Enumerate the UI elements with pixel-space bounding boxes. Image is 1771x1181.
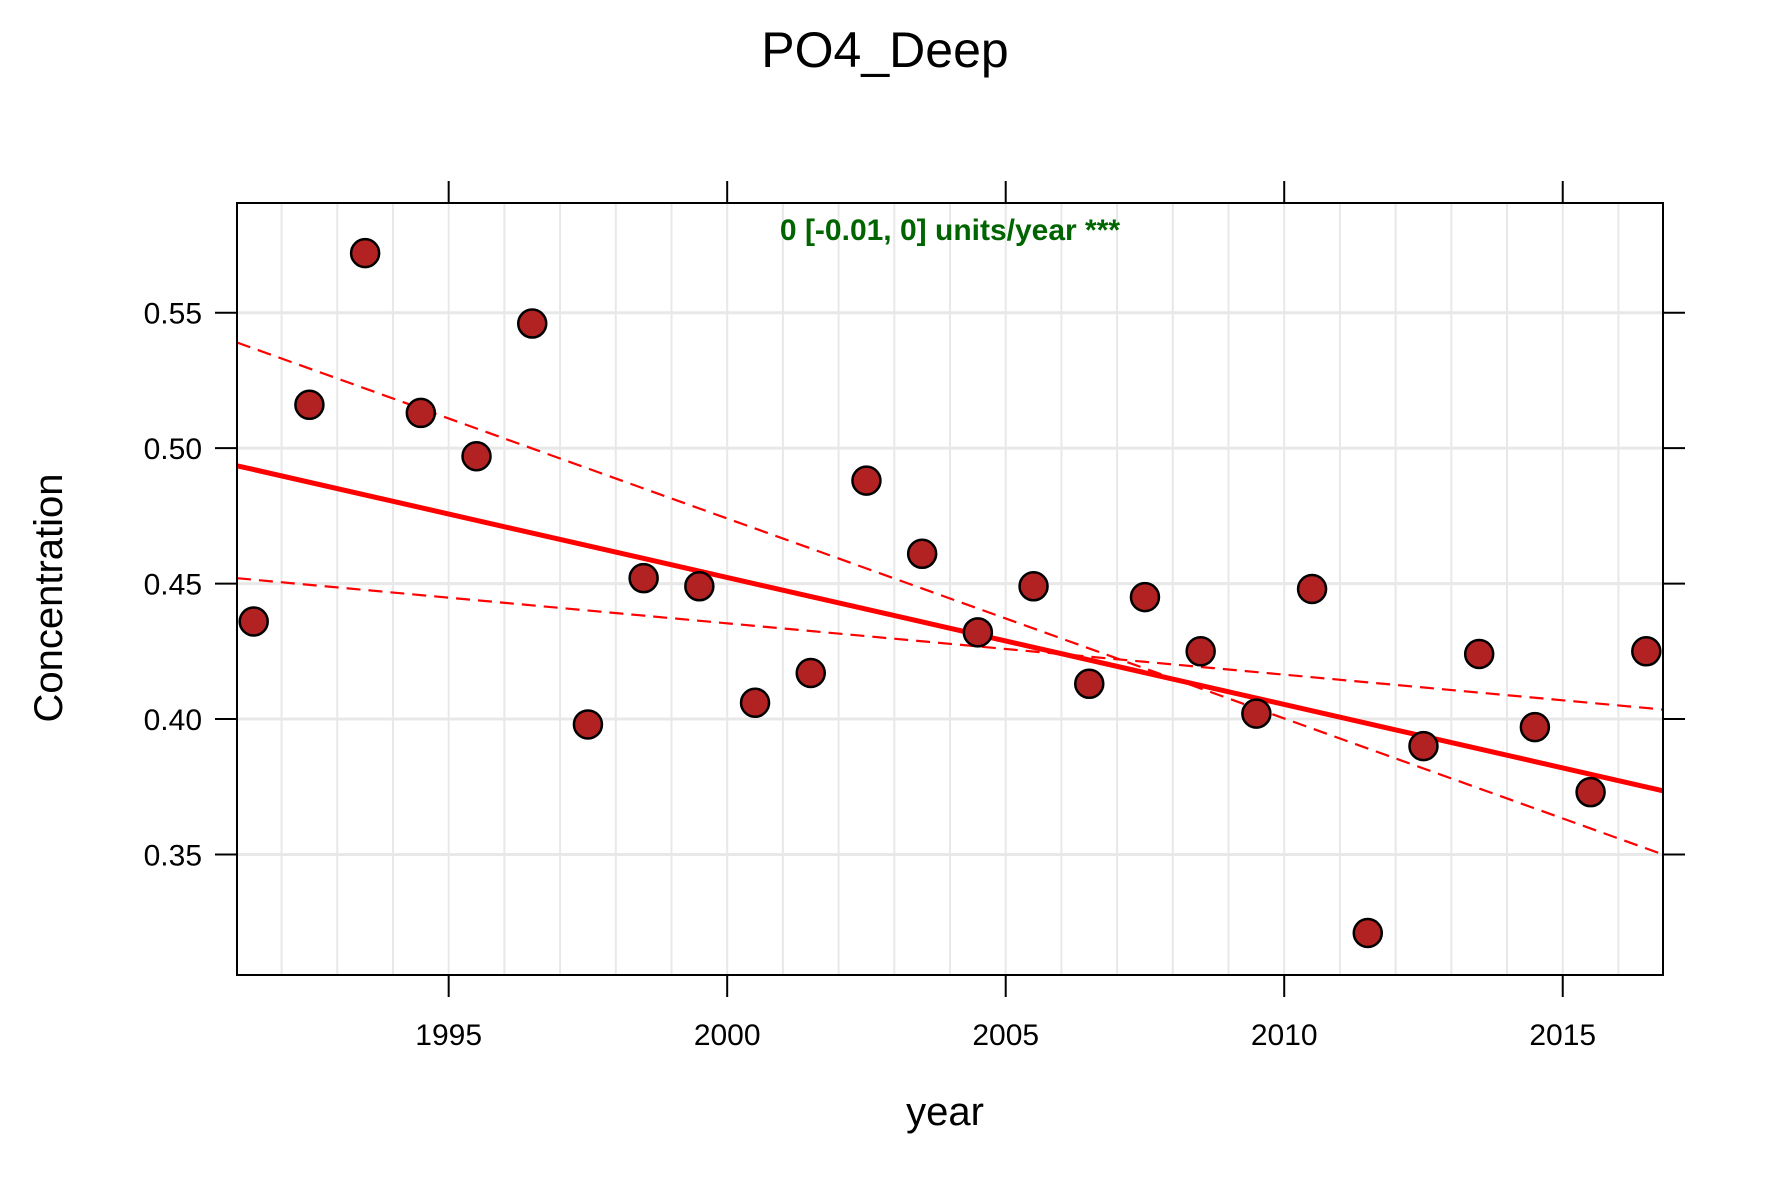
data-points [238, 237, 1662, 949]
data-point [795, 657, 826, 689]
y-tick-label: 0.50 [144, 433, 202, 466]
y-tick-label: 0.40 [144, 704, 202, 737]
y-tick-label: 0.45 [144, 569, 202, 602]
data-point [1296, 573, 1328, 605]
data-point [1519, 711, 1551, 743]
data-point [1575, 776, 1606, 808]
data-point [1018, 571, 1049, 602]
x-tick-label: 2015 [1529, 1019, 1596, 1052]
trend-annotation: 0 [-0.01, 0] units/year *** [780, 214, 1120, 247]
data-point [1352, 917, 1384, 949]
chart-title: PO4_Deep [761, 22, 1008, 78]
data-point [461, 441, 492, 472]
data-point [739, 687, 771, 719]
data-point [962, 617, 994, 648]
data-point [1129, 581, 1161, 613]
confidence-interval-lines [236, 341, 1664, 856]
grid [237, 203, 1663, 975]
data-point [294, 389, 325, 421]
data-point [906, 538, 938, 570]
x-tick-label: 2000 [694, 1019, 761, 1052]
data-point [349, 237, 381, 269]
y-tick-label: 0.55 [144, 298, 202, 331]
ci-lower-line [236, 577, 1664, 711]
axis-ticks [215, 181, 1685, 997]
data-point [1185, 636, 1216, 667]
data-point [572, 709, 604, 740]
data-point [405, 397, 437, 429]
data-point [684, 571, 715, 602]
ci-upper-line [236, 341, 1664, 856]
data-point [1463, 638, 1495, 670]
plot-frame [236, 202, 1664, 976]
x-tick-label: 1995 [415, 1019, 482, 1052]
x-axis-title: year [906, 1090, 984, 1134]
x-tick-labels: 1995 2000 2005 2010 2015 [415, 1019, 1596, 1052]
x-tick-label: 2005 [972, 1019, 1039, 1052]
data-point [238, 606, 269, 637]
y-tick-label: 0.35 [144, 839, 202, 872]
data-point [1408, 730, 1439, 762]
data-point [1631, 636, 1662, 667]
data-point [1241, 698, 1272, 729]
data-point [516, 308, 548, 339]
data-point [851, 465, 882, 496]
y-tick-labels: 0.35 0.40 0.45 0.50 0.55 [144, 298, 202, 873]
y-axis-title: Concentration [27, 473, 71, 722]
x-tick-label: 2010 [1251, 1019, 1318, 1052]
data-point [1074, 668, 1105, 700]
data-point [628, 562, 659, 594]
